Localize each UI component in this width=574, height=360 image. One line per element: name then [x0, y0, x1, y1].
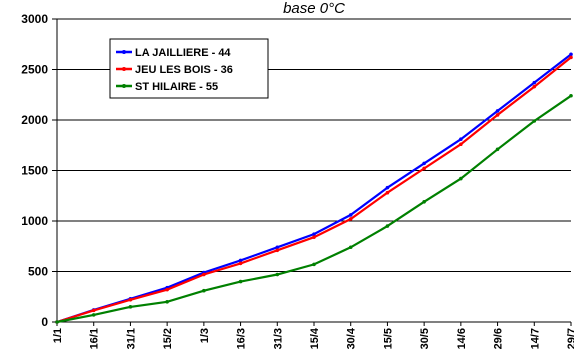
series-3-point: [238, 279, 243, 284]
series-line-3: [56, 94, 572, 324]
series-3-point: [128, 305, 133, 309]
series-3-point: [385, 224, 390, 228]
y-tick-label: 500: [28, 265, 48, 279]
series-3-point: [459, 176, 463, 181]
y-tick-label: 1500: [21, 164, 48, 178]
series-2-point: [495, 113, 500, 117]
legend-label: ST HILAIRE - 55: [135, 81, 218, 93]
x-tick-label: 15/4: [309, 327, 321, 349]
x-tick-label: 1/3: [199, 328, 211, 343]
series-3-point: [532, 119, 537, 123]
y-tick-label: 0: [41, 315, 48, 329]
series-2-point: [238, 261, 243, 266]
x-tick-label: 16/3: [236, 328, 248, 349]
series-lines: [55, 52, 573, 324]
series-1-point: [385, 185, 390, 190]
legend-marker: [122, 50, 126, 54]
x-axis-ticks: 1/1 16/1 31/1 15/2 1/3 16/3 31/3 15/4 30/4 15/5 30…: [52, 322, 574, 349]
series-3-point: [91, 313, 96, 317]
series-1-point: [348, 213, 353, 217]
series-1-point: [312, 232, 316, 236]
series-2-point: [128, 297, 133, 302]
x-tick-label: 31/1: [125, 328, 137, 349]
y-tick-label: 2500: [21, 63, 48, 77]
series-3-point: [569, 93, 573, 98]
x-tick-label: 14/7: [529, 328, 541, 349]
series-3-point: [275, 272, 280, 277]
series-1-point: [495, 109, 500, 113]
x-tick-label: 30/4: [346, 327, 358, 349]
y-tick-label: 1000: [21, 214, 48, 228]
legend: LA JAILLIERE - 44 JEU LES BOIS - 36 ST HIL…: [109, 38, 269, 99]
series-2-point: [422, 166, 426, 171]
x-tick-label: 30/5: [419, 328, 431, 349]
series-2-point: [385, 190, 390, 195]
series-3-point: [312, 262, 316, 267]
series-2-point: [202, 272, 206, 277]
x-tick-label: 1/1: [52, 328, 64, 343]
chart-title: base 0°C: [283, 0, 345, 17]
legend-marker: [122, 67, 126, 71]
series-2-point: [532, 84, 537, 89]
series-2-point: [569, 55, 573, 60]
x-tick-label: 15/5: [382, 328, 394, 349]
series-2-point: [91, 308, 96, 313]
series-2-point: [165, 287, 169, 292]
series-1-point: [532, 80, 537, 85]
series-1-point: [275, 245, 280, 250]
series-3-point: [55, 320, 59, 324]
series-1-point: [569, 52, 573, 57]
series-3-point: [422, 200, 426, 204]
legend-label: LA JAILLIERE - 44: [135, 47, 231, 59]
y-axis-ticks: 0 500 1000 1500 2000 2500 3000: [21, 12, 57, 329]
legend-label: JEU LES BOIS - 36: [135, 64, 233, 76]
x-tick-label: 14/6: [456, 328, 468, 349]
y-tick-label: 2000: [21, 113, 48, 127]
series-1-point: [459, 137, 463, 141]
series-3-point: [202, 288, 206, 293]
series-2-point: [275, 248, 280, 253]
legend-box: [109, 38, 269, 99]
y-tick-label: 3000: [21, 12, 48, 26]
series-2-point: [312, 235, 316, 239]
series-1-point: [238, 258, 243, 263]
series-2-point: [348, 217, 353, 221]
x-tick-label: 29/7: [566, 328, 574, 349]
series-3-point: [165, 300, 169, 304]
series-3-point: [495, 147, 500, 152]
series-2-point: [459, 142, 463, 147]
series-1-point: [422, 161, 426, 166]
x-tick-label: 29/6: [493, 328, 505, 349]
legend-marker: [122, 84, 126, 88]
x-tick-label: 16/1: [89, 328, 101, 349]
x-tick-label: 15/2: [162, 328, 174, 349]
x-tick-label: 31/3: [272, 328, 284, 349]
series-3-point: [348, 245, 353, 250]
